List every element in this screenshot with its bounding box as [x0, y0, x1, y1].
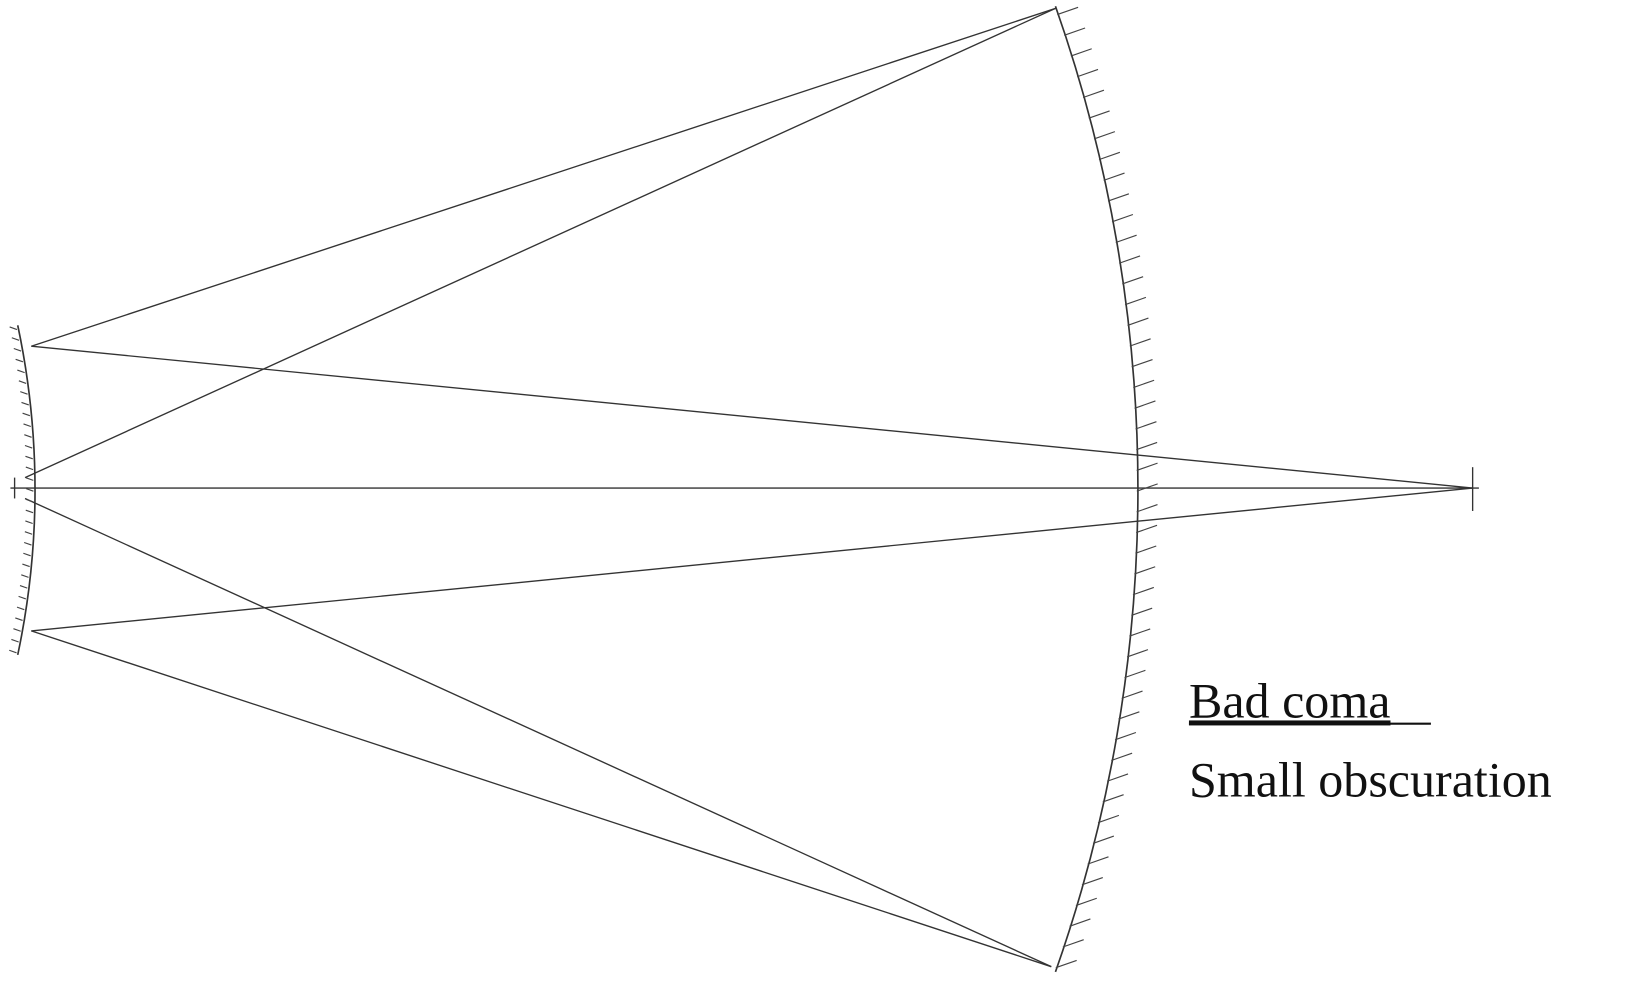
- hatch: [18, 595, 27, 600]
- hatch: [25, 498, 34, 503]
- hatch: [25, 466, 34, 471]
- hatch: [1136, 462, 1158, 471]
- hatch: [25, 477, 34, 481]
- hatch: [1093, 131, 1116, 140]
- hatch: [1081, 876, 1103, 886]
- hatch: [22, 412, 31, 417]
- hatch: [1111, 752, 1133, 762]
- ray: [31, 487, 1473, 632]
- hatch: [1118, 711, 1140, 720]
- hatch: [1070, 48, 1092, 57]
- ray: [31, 345, 1473, 489]
- hatch: [1082, 89, 1105, 99]
- hatch: [1135, 524, 1158, 534]
- secondary-mirror: [16, 325, 36, 656]
- hatch: [23, 552, 31, 557]
- hatch: [1131, 607, 1153, 617]
- hatch: [1133, 379, 1155, 389]
- hatch: [1135, 421, 1157, 430]
- hatch: [25, 455, 33, 460]
- hatch: [11, 337, 20, 341]
- hatch: [15, 358, 24, 363]
- hatch: [21, 574, 29, 578]
- hatch: [1064, 27, 1086, 36]
- hatch: [16, 606, 25, 611]
- hatch: [25, 509, 34, 514]
- hatch: [1134, 566, 1156, 575]
- hatch: [15, 617, 23, 622]
- hatch: [1111, 213, 1134, 223]
- hatch: [23, 541, 32, 546]
- hatch: [1103, 172, 1125, 181]
- hatch: [1069, 918, 1091, 927]
- hatch: [1057, 6, 1079, 16]
- hatch: [23, 423, 32, 428]
- hatch: [25, 488, 34, 492]
- label-subtitle: Small obscuration: [1189, 752, 1552, 808]
- hatch: [1087, 856, 1109, 865]
- hatch: [1107, 193, 1130, 202]
- hatch: [1092, 835, 1115, 844]
- label-title: Bad coma: [1189, 672, 1391, 728]
- hatch: [1115, 234, 1137, 244]
- hatch: [1136, 504, 1158, 513]
- hatch: [24, 444, 33, 449]
- hatch: [1136, 483, 1158, 492]
- hatch: [1075, 897, 1097, 907]
- hatch: [13, 628, 21, 632]
- hatch: [1114, 731, 1137, 741]
- hatch: [1136, 441, 1158, 451]
- hatch: [1106, 773, 1129, 782]
- hatch: [1118, 255, 1141, 264]
- hatch: [1097, 814, 1120, 824]
- hatch: [24, 434, 32, 438]
- hatch: [1127, 317, 1149, 326]
- hatch: [21, 401, 29, 406]
- hatch: [1088, 110, 1110, 119]
- hatch: [1055, 959, 1077, 969]
- hatch: [1098, 151, 1121, 161]
- mirror-hatching: [9, 6, 1158, 969]
- ray: [31, 630, 1052, 968]
- primary-mirror: [1054, 5, 1139, 973]
- hatch: [20, 391, 28, 395]
- hatch: [25, 520, 33, 525]
- hatch: [17, 369, 25, 374]
- hatch: [19, 585, 28, 589]
- hatch: [18, 380, 27, 384]
- hatch: [1124, 669, 1146, 679]
- hatch: [1124, 296, 1147, 306]
- hatch: [1126, 649, 1149, 658]
- hatch: [1076, 68, 1099, 78]
- hatch: [1062, 939, 1084, 948]
- hatch: [1131, 358, 1153, 368]
- hatch: [1122, 276, 1144, 285]
- hatch: [9, 326, 18, 331]
- ray: [24, 497, 1052, 968]
- hatch: [1135, 545, 1157, 554]
- hatch: [1102, 794, 1124, 803]
- hatch: [1132, 586, 1155, 596]
- hatch: [13, 347, 22, 352]
- hatch: [1134, 400, 1156, 409]
- hatch: [1129, 338, 1151, 347]
- hatch: [11, 638, 19, 643]
- ray: [24, 7, 1056, 479]
- hatch: [22, 563, 30, 568]
- hatch: [9, 649, 17, 654]
- ray: [31, 7, 1056, 347]
- hatch: [1129, 628, 1151, 637]
- hatch: [24, 531, 33, 535]
- hatch: [1121, 690, 1143, 699]
